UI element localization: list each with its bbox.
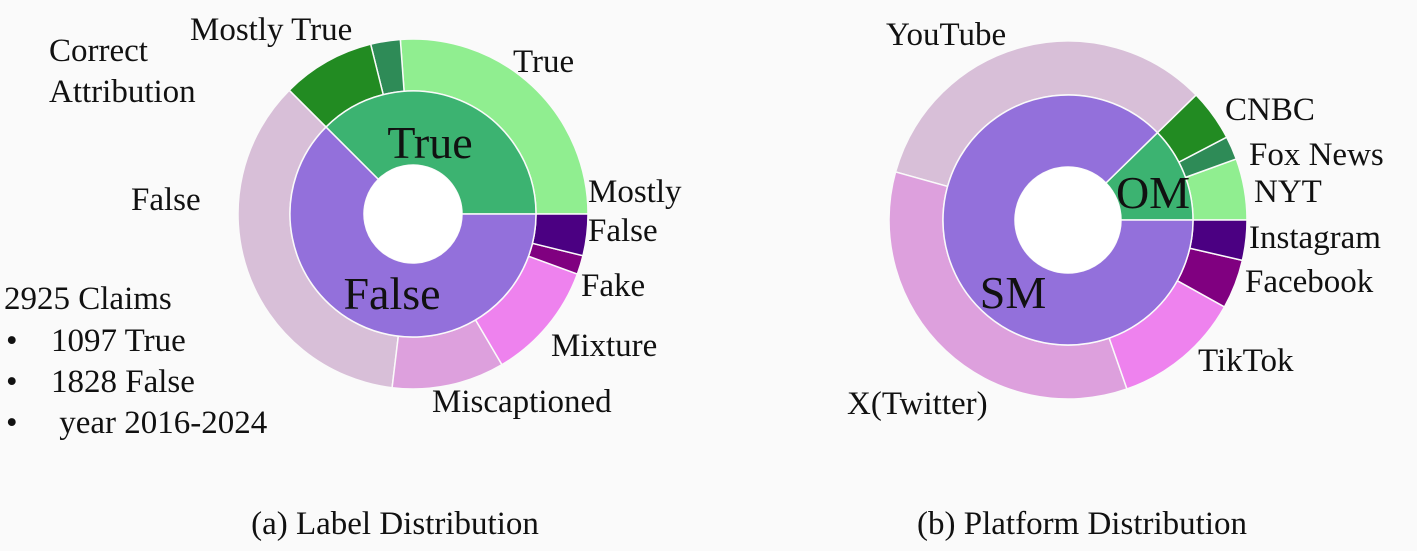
inner-label-om: OM — [1116, 167, 1190, 218]
label-distribution-chart: True False True Mostly True Correct Attributi… — [49, 12, 682, 420]
outer-label-true: True — [513, 44, 574, 80]
claims-true-count: 1097 True — [51, 323, 186, 359]
outer-label-mostly-false-line1: Mostly — [588, 174, 682, 210]
outer-label-fake: Fake — [581, 268, 645, 304]
claims-summary: 2925 Claims • 1097 True • 1828 False • y… — [4, 281, 267, 441]
outer-label-youtube: YouTube — [886, 17, 1006, 53]
outer-label-x-twitter: X(Twitter) — [847, 386, 988, 422]
outer-label-correct-attribution-line2: Attribution — [49, 74, 196, 110]
outer-label-correct-attribution-line1: Correct — [49, 33, 148, 69]
outer-label-facebook: Facebook — [1245, 264, 1374, 300]
inner-label-sm: SM — [980, 267, 1046, 318]
outer-label-miscaptioned: Miscaptioned — [432, 384, 612, 420]
inner-label-false: False — [343, 268, 440, 319]
outer-label-mixture: Mixture — [551, 328, 657, 364]
bullet-dot: • — [6, 323, 18, 359]
outer-label-cnbc: CNBC — [1225, 92, 1315, 128]
caption-label-distribution: (a) Label Distribution — [251, 506, 539, 542]
outer-label-fox-news: Fox News — [1249, 137, 1384, 173]
claims-false-count: 1828 False — [51, 364, 195, 400]
center-hole — [1015, 167, 1121, 273]
bullet-dot: • — [6, 405, 18, 441]
claims-year-range: year 2016-2024 — [51, 405, 267, 441]
caption-platform-distribution: (b) Platform Distribution — [917, 506, 1247, 542]
inner-label-true: True — [387, 117, 472, 168]
outer-label-mostly-true: Mostly True — [190, 12, 352, 48]
bullet-dot: • — [6, 364, 18, 400]
center-hole — [364, 165, 462, 263]
outer-label-nyt: NYT — [1254, 174, 1322, 210]
claims-total: 2925 Claims — [4, 281, 172, 317]
outer-label-false: False — [131, 182, 201, 218]
outer-label-mostly-false-line2: False — [588, 213, 658, 249]
outer-label-instagram: Instagram — [1249, 220, 1381, 256]
outer-label-tiktok: TikTok — [1198, 343, 1294, 379]
